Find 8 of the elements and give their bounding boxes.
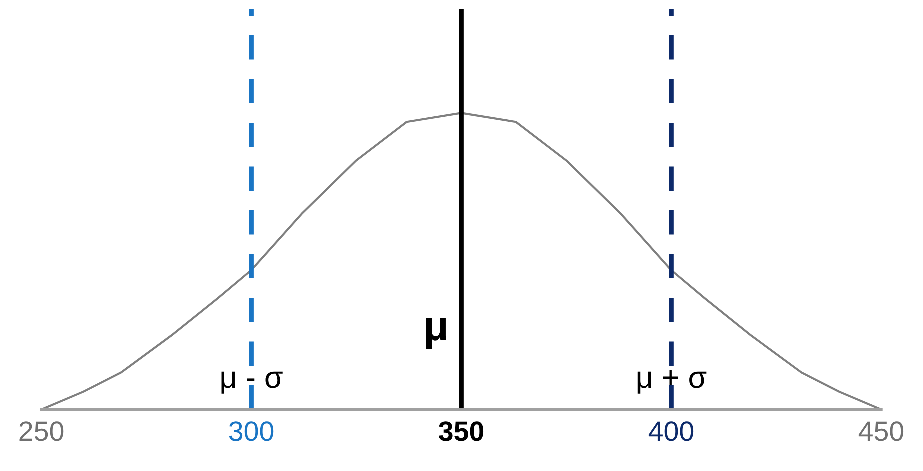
x-tick-label: 450 (858, 422, 904, 442)
x-tick-label: 350 (438, 422, 484, 442)
ref-line-label: μ + σ (638, 370, 707, 394)
ref-line-label: μ - σ (222, 372, 283, 394)
ref-line-label: μ (426, 318, 446, 349)
x-tick-label: 400 (648, 422, 694, 442)
x-tick-label: 250 (20, 422, 64, 442)
x-tick-label: 300 (229, 422, 274, 442)
